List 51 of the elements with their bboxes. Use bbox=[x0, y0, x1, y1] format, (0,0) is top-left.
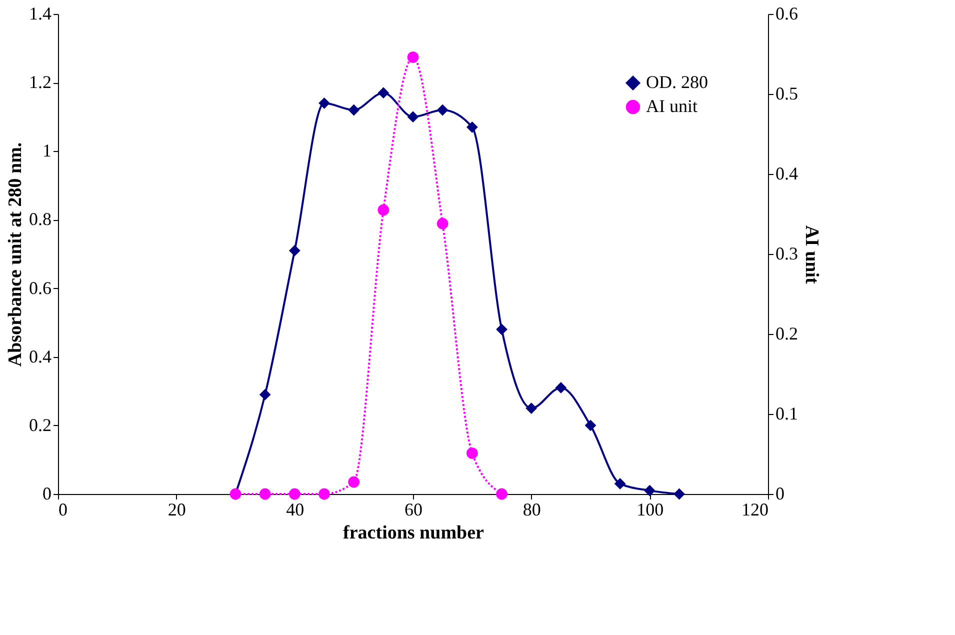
point bbox=[318, 97, 330, 109]
y2-tick-label: 0.3 bbox=[776, 244, 798, 264]
point bbox=[614, 478, 626, 490]
y2-tick-label: 0.6 bbox=[776, 4, 798, 24]
point bbox=[318, 488, 330, 500]
y-axis-title: Absorbance unit at 280 nm. bbox=[5, 142, 26, 367]
point bbox=[259, 488, 271, 500]
point bbox=[496, 488, 508, 500]
y2-tick-label: 0.5 bbox=[776, 84, 798, 104]
y-tick-label: 0.8 bbox=[29, 209, 52, 230]
y2-tick-label: 0.4 bbox=[776, 164, 798, 184]
point bbox=[378, 87, 390, 99]
point bbox=[378, 204, 390, 216]
y2-tick-label: 0.2 bbox=[776, 324, 798, 344]
y-tick-label: 0.6 bbox=[29, 278, 52, 298]
point bbox=[466, 448, 478, 459]
y-tick-label: 0.2 bbox=[29, 414, 52, 435]
y-tick-label: 1.4 bbox=[29, 4, 52, 24]
y2-tick-label: 0.1 bbox=[776, 404, 798, 424]
point bbox=[436, 218, 448, 230]
y-tick-label: 0 bbox=[42, 484, 52, 504]
point bbox=[466, 121, 478, 133]
x-tick-label: 80 bbox=[522, 500, 541, 520]
y2-axis-title: AI unit bbox=[801, 225, 822, 284]
x-tick-label: 40 bbox=[286, 500, 304, 520]
legend-label: AI unit bbox=[646, 96, 698, 116]
x-tick-label: 0 bbox=[58, 500, 68, 520]
y-tick-label: 1.2 bbox=[29, 72, 52, 92]
point bbox=[288, 488, 300, 500]
point bbox=[407, 111, 419, 123]
point bbox=[348, 104, 360, 116]
x-tick-label: 20 bbox=[168, 500, 186, 520]
point bbox=[555, 382, 567, 394]
point bbox=[259, 388, 271, 400]
x-axis-title: fractions number bbox=[343, 522, 485, 544]
point bbox=[526, 402, 538, 414]
y-tick-label: 1 bbox=[42, 140, 52, 161]
legend-label: OD. 280 bbox=[646, 72, 708, 92]
point bbox=[436, 104, 448, 116]
point bbox=[644, 484, 656, 496]
point bbox=[348, 476, 360, 488]
y-tick-label: 0.4 bbox=[29, 346, 52, 366]
point bbox=[584, 420, 596, 432]
x-tick-label: 100 bbox=[636, 500, 664, 520]
point bbox=[288, 244, 300, 256]
point bbox=[496, 324, 508, 336]
y2-tick-label: 0 bbox=[776, 484, 784, 504]
x-tick-label: 120 bbox=[742, 500, 768, 520]
point bbox=[407, 52, 419, 63]
point bbox=[674, 488, 685, 500]
x-tick-label: 60 bbox=[404, 500, 422, 520]
